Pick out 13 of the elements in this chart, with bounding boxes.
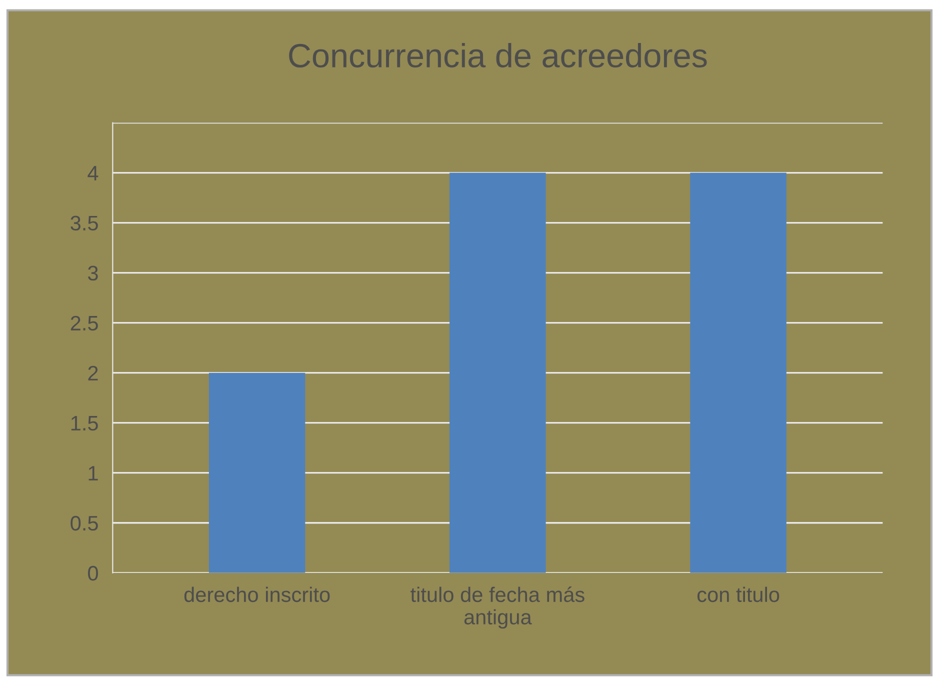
y-tick-label: 2 <box>88 366 98 380</box>
y-tick-label: 0.5 <box>70 516 98 531</box>
x-tick-label: titulo de fecha más antigua <box>410 586 584 629</box>
chart-title: Concurrencia de acreedores <box>289 43 707 68</box>
y-tick-label: 0 <box>88 566 98 581</box>
y-tick-label: 1 <box>88 466 98 480</box>
y-tick-label: 3 <box>88 266 98 281</box>
y-tick-label: 2.5 <box>70 316 98 331</box>
y-tick-label: 4 <box>88 166 98 180</box>
x-tick-label: con titulo <box>697 586 780 602</box>
x-tick-label: derecho inscrito <box>184 586 330 602</box>
y-tick-label: 3.5 <box>70 216 98 231</box>
y-tick-label: 1.5 <box>71 416 98 431</box>
